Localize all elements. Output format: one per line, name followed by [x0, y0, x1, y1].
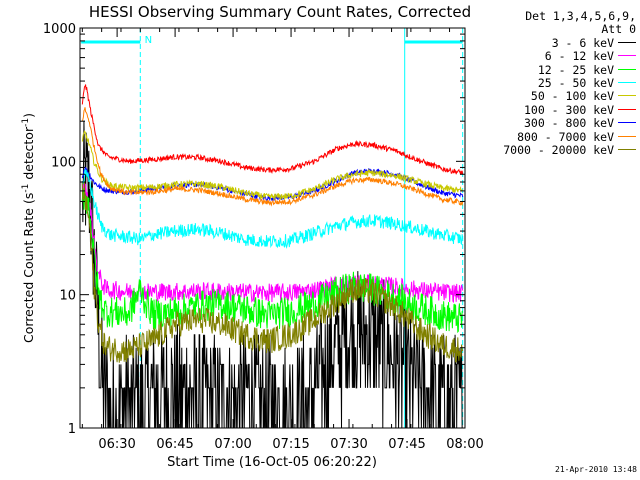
series-line — [81, 130, 463, 200]
x-axis-label: Start Time (16-Oct-05 06:20:22) — [167, 455, 377, 470]
y-axis-label: Corrected Count Rate (s-1 detector-1) — [21, 113, 36, 343]
legend-swatch — [618, 135, 636, 137]
legend-entry-label: 800 - 7000 keV — [517, 129, 614, 144]
legend-entry: 7000 - 20000 keV — [478, 143, 636, 158]
x-tick-label: 07:45 — [388, 437, 425, 452]
legend-swatch — [618, 108, 636, 110]
night-intervals: N — [81, 28, 464, 428]
x-tick-label: 08:00 — [446, 437, 483, 452]
series-line — [81, 169, 464, 249]
legend-entry-label: 50 - 100 keV — [530, 89, 614, 104]
legend-entry-label: 6 - 12 keV — [544, 49, 614, 64]
legend-swatch — [618, 149, 636, 151]
y-axis: 1 10 100 1000 — [43, 22, 465, 437]
series-line — [81, 182, 464, 363]
y-tick-label: 100 — [51, 155, 76, 170]
timestamp: 21-Apr-2010 13:48 — [555, 465, 637, 474]
legend-entry: 3 - 6 keV — [478, 35, 636, 50]
x-axis: 06:30 06:45 07:00 07:15 07:30 07:45 08:00 — [81, 28, 484, 452]
legend-swatch — [618, 95, 636, 97]
series-line — [81, 84, 464, 175]
legend: Det 1,3,4,5,6,9, Att 0 3 - 6 keV 6 - 12 k… — [478, 9, 636, 158]
legend-entry-label: 12 - 25 keV — [537, 62, 614, 77]
legend-entry: 50 - 100 keV — [478, 90, 636, 103]
legend-swatch — [618, 82, 636, 84]
x-tick-label: 06:45 — [156, 437, 193, 452]
series-line — [81, 186, 463, 334]
legend-entry: 300 - 800 keV — [478, 117, 636, 130]
x-tick-label: 07:00 — [214, 437, 251, 452]
x-tick-label: 07:30 — [330, 437, 367, 452]
legend-swatch — [618, 68, 636, 70]
y-axis-label-end: ) — [21, 113, 36, 118]
x-tick-label: 06:30 — [98, 437, 135, 452]
legend-entry: 12 - 25 keV — [478, 62, 636, 77]
legend-header-detectors: Det 1,3,4,5,6,9, — [525, 9, 636, 23]
y-tick-label: 1 — [68, 422, 76, 437]
y-axis-label-sup1: -1 — [21, 184, 31, 193]
legend-entry: 800 - 7000 keV — [478, 129, 636, 144]
series-layer — [81, 84, 464, 428]
legend-entry-label: 300 - 800 keV — [523, 116, 614, 131]
y-tick-label: 1000 — [43, 22, 76, 37]
x-tick-label: 07:15 — [272, 437, 309, 452]
legend-swatch — [618, 122, 636, 124]
legend-entries: 3 - 6 keV 6 - 12 keV 12 - 25 keV 25 - 50 ke… — [478, 35, 636, 158]
legend-entry-label: 25 - 50 keV — [537, 76, 614, 91]
night-marker-label: N — [145, 35, 152, 46]
chart-title: HESSI Observing Summary Count Rates, Cor… — [89, 3, 471, 21]
legend-entry: 100 - 300 keV — [478, 102, 636, 117]
legend-entry-label: 7000 - 20000 keV — [503, 143, 614, 158]
y-tick-label: 10 — [59, 289, 76, 304]
legend-entry-label: 3 - 6 keV — [551, 35, 614, 50]
plot-frame — [79, 27, 466, 429]
legend-swatch — [618, 55, 636, 57]
series-line — [81, 107, 464, 207]
legend-header-attenuator: Att 0 — [601, 22, 636, 37]
y-axis-label-mid: detector — [21, 126, 36, 184]
legend-entry: 6 - 12 keV — [478, 50, 636, 63]
y-axis-label-sup2: -1 — [21, 118, 31, 127]
series-line — [81, 120, 463, 428]
y-axis-label-main: Corrected Count Rate (s — [21, 193, 36, 343]
legend-swatch — [618, 41, 636, 43]
legend-entry-label: 100 - 300 keV — [523, 102, 614, 117]
legend-entry: 25 - 50 keV — [478, 76, 636, 91]
